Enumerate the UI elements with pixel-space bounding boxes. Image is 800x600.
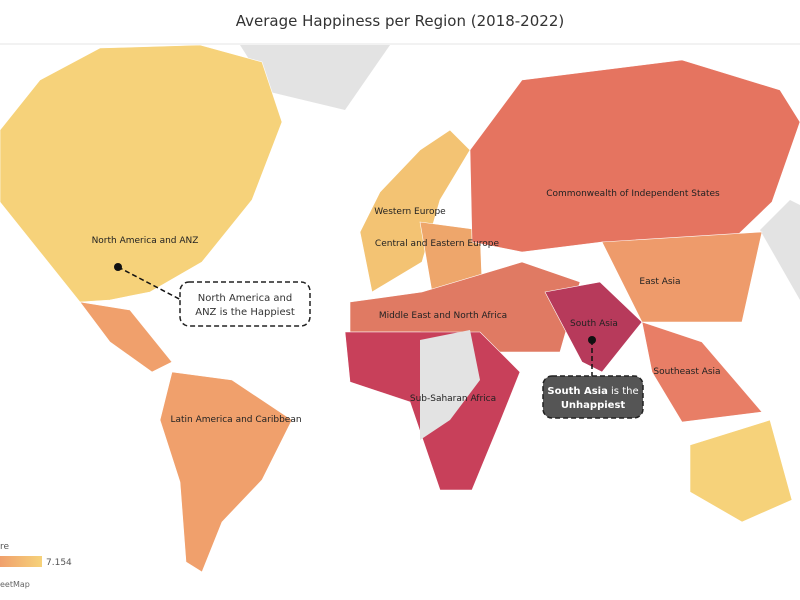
region-shape xyxy=(0,44,283,303)
annotation-part: ANZ xyxy=(195,307,216,318)
region-label: East Asia xyxy=(639,277,680,287)
no-data-land xyxy=(240,45,390,110)
region-label: Middle East and North Africa xyxy=(379,311,507,321)
region-shape xyxy=(641,321,763,423)
region-label: Sub-Saharan Africa xyxy=(410,394,496,404)
annotation-part: is the xyxy=(608,386,639,397)
annotations: North America and ANZ is the Happiest Sout… xyxy=(195,293,638,411)
annotation-text: North America and xyxy=(198,293,292,304)
annotation-part: Unhappiest xyxy=(561,400,626,411)
legend-gradient xyxy=(0,556,42,567)
annotation-text: Unhappiest xyxy=(561,400,626,411)
region-label: Central and Eastern Europe xyxy=(375,239,500,249)
region-label: Commonwealth of Independent States xyxy=(546,189,720,199)
annotation-part: South Asia xyxy=(547,386,607,397)
legend-title: re xyxy=(0,542,10,552)
region-shape xyxy=(601,231,763,323)
annotation-part: Happiest xyxy=(250,307,294,318)
map-title: Average Happiness per Region (2018-2022) xyxy=(236,12,564,30)
annotation-line xyxy=(117,266,186,303)
attribution: eetMap xyxy=(0,580,30,589)
region-label: North America and ANZ xyxy=(92,236,199,246)
annotation-text: South Asia is the xyxy=(547,386,638,397)
region-label: South Asia xyxy=(570,319,618,329)
no-data-land xyxy=(420,330,480,440)
region-shape xyxy=(689,419,793,523)
land xyxy=(0,44,800,573)
annotation-part: North America and xyxy=(198,293,292,304)
annotation-part: is the xyxy=(216,307,250,318)
legend-max: 7.154 xyxy=(46,558,72,568)
region-shape xyxy=(544,281,643,373)
annotation-box xyxy=(542,375,644,419)
region-label: Latin America and Caribbean xyxy=(170,415,301,425)
no-data-land xyxy=(760,200,800,300)
region-shape xyxy=(79,301,173,373)
annotation-text: ANZ is the Happiest xyxy=(195,307,295,318)
region-shape xyxy=(469,59,800,253)
annotation-box xyxy=(179,281,311,327)
region-labels: North America and ANZ Latin America and C… xyxy=(92,189,721,425)
region-shape xyxy=(159,371,293,573)
region-label: Western Europe xyxy=(374,207,446,217)
region-label: Southeast Asia xyxy=(653,367,720,377)
